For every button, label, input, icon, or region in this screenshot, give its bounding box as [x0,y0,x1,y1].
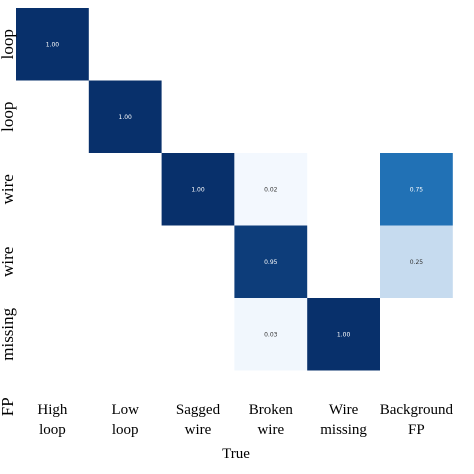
cell-value-label: 1.00 [46,41,60,48]
x-tick-label: Wire [329,402,359,418]
cell-value-label: 0.02 [264,186,278,193]
cell-value-label: 0.95 [264,259,278,266]
x-tick-label: FP [408,422,425,438]
x-tick-label: Low [111,402,139,418]
cell-value-label: 1.00 [119,114,133,121]
y-tick-label: loop [0,102,17,132]
x-tick-label: Broken [249,402,294,418]
heatmap-cell [88,80,162,153]
heatmap-cell [234,298,308,371]
heatmap-cell [161,153,235,226]
x-tick-label: wire [185,422,212,438]
heatmap-cell [16,8,89,81]
x-tick-label: Background [380,402,454,418]
heatmap-cell [234,153,308,226]
cell-value-label: 0.75 [410,186,424,193]
cell-value-label: 0.25 [410,259,424,266]
x-axis-title: True [222,446,250,462]
cell-value-label: 1.00 [337,331,351,338]
x-tick-label: loop [39,422,66,438]
y-tick-label: wire [0,174,17,204]
heatmap-cells: 1.00 1.00 1.00 0.02 0.75 0.95 0.25 0.03 1.00 [16,8,453,371]
cell-value-label: 0.03 [264,331,278,338]
y-tick-label: loop [0,29,17,59]
heatmap-cell [234,225,308,298]
y-tick-label: wire [0,247,17,277]
cell-value-label: 1.00 [191,186,205,193]
x-tick-label: High [37,402,68,418]
y-axis-tick-labels: loop loop wire wire missing FP [0,29,17,416]
y-tick-label: FP [0,397,17,416]
heatmap-cell [380,225,453,298]
heatmap-cell [380,153,453,226]
x-tick-label: Sagged [176,402,221,418]
y-tick-label: missing [0,307,17,360]
x-axis-tick-labels: High loop Low loop Sagged wire Broken wire Wire m… [37,402,453,438]
x-tick-label: wire [257,422,284,438]
x-tick-label: missing [320,422,367,438]
x-tick-label: loop [112,422,139,438]
heatmap-cell [307,298,380,371]
